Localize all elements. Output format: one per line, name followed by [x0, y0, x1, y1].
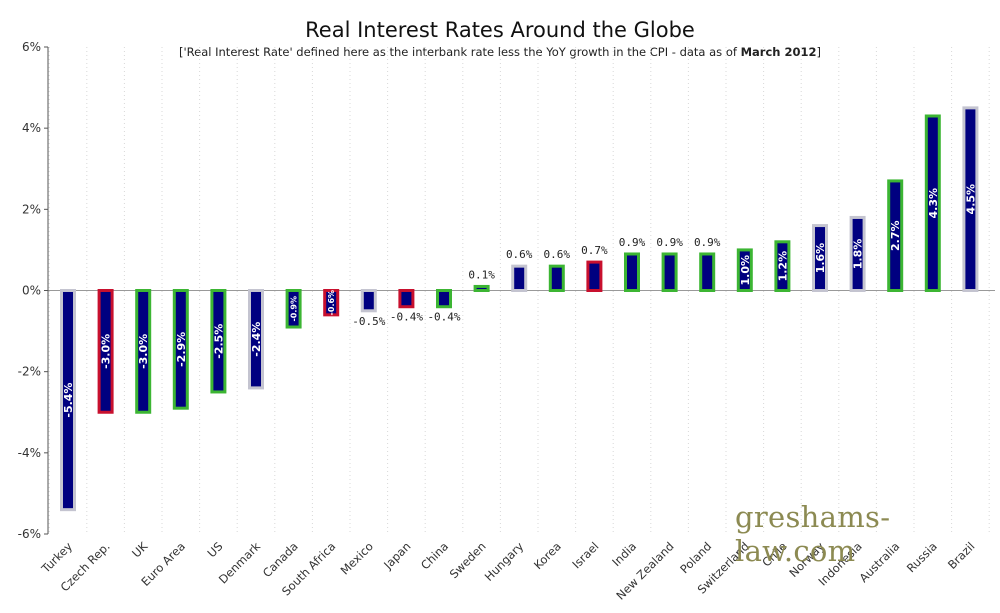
- bar: [849, 215, 866, 292]
- bar: [60, 289, 76, 512]
- subtitle-prefix: ['Real Interest Rate' defined here as th…: [179, 45, 741, 59]
- y-tick-label: 0%: [22, 284, 41, 298]
- x-tick-label: Hungary: [482, 539, 527, 584]
- x-tick-label: India: [609, 539, 639, 569]
- bar: [398, 289, 415, 309]
- bar: [586, 260, 603, 293]
- data-label: -3.0%: [137, 334, 150, 369]
- x-tick-label: UK: [129, 539, 151, 561]
- bar: [887, 179, 904, 292]
- bar: [548, 264, 565, 292]
- y-tick-label: -4%: [18, 446, 41, 460]
- bar: [248, 289, 264, 390]
- data-label: 1.6%: [814, 243, 827, 274]
- bar: [624, 252, 640, 293]
- data-label: -5.4%: [62, 383, 75, 418]
- data-label: 1.2%: [776, 251, 789, 282]
- bar: [736, 248, 753, 293]
- bar: [924, 114, 941, 292]
- bar: [436, 289, 452, 309]
- data-label: -0.4%: [390, 311, 423, 324]
- bar: [511, 264, 528, 292]
- y-tick-label: 2%: [22, 202, 41, 216]
- bar: [360, 289, 377, 313]
- y-tick-label: -2%: [18, 365, 41, 379]
- bar: [210, 289, 227, 394]
- x-tick-label: Israel: [569, 539, 601, 571]
- bar: [661, 252, 678, 293]
- bar: [97, 289, 114, 414]
- x-tick-label: Japan: [380, 539, 413, 572]
- bar: [962, 106, 979, 292]
- bar: [323, 289, 340, 317]
- bar: [285, 289, 302, 329]
- bar: [699, 252, 716, 293]
- subtitle-suffix: ]: [816, 45, 821, 59]
- bar: [473, 284, 490, 293]
- data-label: -0.9%: [290, 296, 299, 322]
- x-tick-label: Mexico: [338, 539, 376, 577]
- x-tick-label: Korea: [531, 539, 564, 572]
- bar: [774, 240, 791, 293]
- x-tick-label: China: [418, 539, 451, 572]
- data-label: 4.3%: [927, 188, 940, 219]
- data-label: -0.4%: [427, 311, 460, 324]
- y-tick-label: 6%: [22, 40, 41, 54]
- x-tick-label: Denmark: [216, 539, 264, 587]
- chart-subtitle: ['Real Interest Rate' defined here as th…: [0, 45, 1000, 59]
- bar: [812, 224, 828, 292]
- x-tick-label: Poland: [677, 539, 714, 576]
- data-label: 0.9%: [656, 236, 683, 249]
- watermark: greshams-law.com: [735, 500, 891, 568]
- data-label: 2.7%: [889, 220, 902, 251]
- data-label: -3.0%: [100, 334, 113, 369]
- y-tick-label: 4%: [22, 121, 41, 135]
- data-label: 0.1%: [468, 268, 495, 281]
- data-label: -2.5%: [212, 324, 225, 359]
- data-label: 0.7%: [581, 244, 608, 257]
- data-label: -0.6%: [327, 290, 336, 316]
- data-label: 4.5%: [964, 184, 977, 215]
- bar: [172, 289, 189, 410]
- data-label: 0.6%: [506, 248, 533, 261]
- subtitle-date: March 2012: [740, 45, 817, 59]
- chart-title: Real Interest Rates Around the Globe: [305, 18, 695, 42]
- data-label: -2.4%: [250, 322, 263, 357]
- x-tick-label: Turkey: [38, 539, 75, 576]
- data-label: 0.6%: [544, 248, 571, 261]
- data-label: 1.0%: [739, 255, 752, 286]
- data-label: 0.9%: [694, 236, 721, 249]
- data-label: 1.8%: [852, 239, 865, 270]
- data-label: 0.9%: [619, 236, 646, 249]
- data-label: -2.9%: [175, 332, 188, 367]
- x-tick-label: US: [205, 539, 226, 560]
- y-tick-label: -6%: [18, 527, 41, 541]
- bar: [135, 289, 152, 414]
- data-label: -0.5%: [352, 315, 385, 328]
